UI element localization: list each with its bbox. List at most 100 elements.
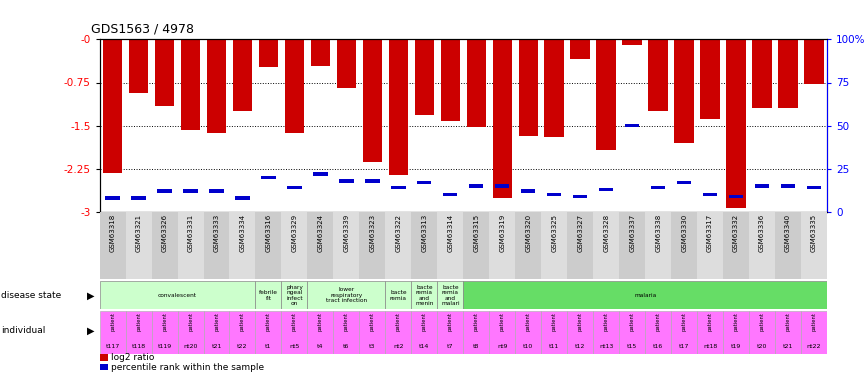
Text: GSM63324: GSM63324: [318, 214, 323, 252]
Bar: [229, 311, 255, 354]
Text: patient: patient: [682, 312, 687, 331]
Bar: [805, 39, 824, 84]
Text: patient: patient: [578, 312, 583, 331]
Bar: [775, 212, 801, 279]
Text: t11: t11: [549, 344, 559, 349]
Bar: [515, 212, 541, 279]
Bar: [597, 39, 616, 150]
Text: GSM63320: GSM63320: [526, 214, 531, 252]
Bar: [313, 172, 327, 176]
Text: malaria: malaria: [634, 293, 656, 298]
Text: phary
ngeal
infect
on: phary ngeal infect on: [286, 285, 303, 306]
Text: GSM63339: GSM63339: [344, 214, 349, 252]
Bar: [729, 195, 743, 198]
Text: GSM63330: GSM63330: [682, 214, 687, 252]
Text: patient: patient: [188, 312, 193, 331]
Text: t10: t10: [523, 344, 533, 349]
Bar: [801, 311, 827, 354]
Bar: [411, 281, 437, 309]
Text: t7: t7: [447, 344, 454, 349]
Bar: [519, 39, 538, 136]
Text: GSM63334: GSM63334: [240, 214, 245, 252]
Text: log2 ratio: log2 ratio: [112, 353, 155, 362]
Bar: [100, 311, 126, 354]
Text: nt13: nt13: [599, 344, 613, 349]
Bar: [129, 39, 148, 93]
Bar: [567, 311, 593, 354]
Text: GSM63318: GSM63318: [110, 214, 115, 252]
Text: t1: t1: [265, 344, 272, 349]
Bar: [437, 311, 463, 354]
Bar: [723, 311, 749, 354]
Bar: [573, 195, 587, 198]
Bar: [311, 39, 330, 66]
Bar: [571, 39, 590, 59]
Bar: [385, 311, 411, 354]
Text: patient: patient: [526, 312, 531, 331]
Bar: [521, 189, 535, 193]
Bar: [100, 354, 108, 361]
Text: t119: t119: [158, 344, 171, 349]
Text: GSM63317: GSM63317: [708, 214, 713, 252]
Bar: [441, 39, 460, 121]
Bar: [545, 39, 564, 137]
Bar: [463, 311, 489, 354]
Bar: [649, 39, 668, 111]
Bar: [671, 311, 697, 354]
Text: GSM63313: GSM63313: [422, 214, 427, 252]
Bar: [411, 311, 437, 354]
Text: nt5: nt5: [289, 344, 300, 349]
Text: GSM63340: GSM63340: [785, 214, 791, 252]
Text: GSM63323: GSM63323: [370, 214, 375, 252]
Text: t22: t22: [237, 344, 248, 349]
Text: GSM63329: GSM63329: [292, 214, 297, 252]
Bar: [281, 212, 307, 279]
Text: t6: t6: [343, 344, 350, 349]
Bar: [126, 212, 152, 279]
Bar: [106, 196, 120, 200]
Bar: [489, 212, 515, 279]
Bar: [493, 39, 512, 198]
Bar: [651, 186, 665, 189]
Text: t19: t19: [731, 344, 741, 349]
Text: bacte
remia: bacte remia: [390, 290, 407, 300]
Bar: [259, 39, 278, 67]
Text: t15: t15: [627, 344, 637, 349]
Bar: [204, 311, 229, 354]
Bar: [541, 311, 567, 354]
Text: GSM63338: GSM63338: [656, 214, 661, 252]
Bar: [333, 311, 359, 354]
Text: GSM63335: GSM63335: [811, 214, 817, 252]
Bar: [288, 186, 301, 189]
Bar: [463, 281, 827, 309]
Bar: [599, 188, 613, 191]
Text: patient: patient: [604, 312, 609, 331]
Text: GSM63337: GSM63337: [630, 214, 635, 252]
Text: patient: patient: [110, 312, 115, 331]
Bar: [158, 189, 171, 193]
Text: t21: t21: [783, 344, 793, 349]
Bar: [593, 311, 619, 354]
Bar: [443, 193, 457, 196]
Text: t14: t14: [419, 344, 430, 349]
Bar: [467, 39, 486, 128]
Bar: [184, 189, 197, 193]
Text: bacte
remia
and
malari: bacte remia and malari: [441, 285, 460, 306]
Bar: [807, 186, 821, 189]
Bar: [207, 39, 226, 133]
Text: ▶: ▶: [87, 290, 94, 300]
Text: GSM63322: GSM63322: [396, 214, 401, 252]
Bar: [339, 179, 353, 183]
Text: patient: patient: [266, 312, 271, 331]
Bar: [178, 212, 204, 279]
Bar: [391, 186, 405, 189]
Text: nt20: nt20: [184, 344, 197, 349]
Bar: [753, 39, 772, 108]
Text: t117: t117: [106, 344, 120, 349]
Text: GSM63331: GSM63331: [188, 214, 193, 252]
Bar: [675, 39, 694, 143]
Bar: [415, 39, 434, 115]
Bar: [701, 39, 720, 119]
Bar: [337, 39, 356, 88]
Text: GSM63321: GSM63321: [136, 214, 141, 252]
